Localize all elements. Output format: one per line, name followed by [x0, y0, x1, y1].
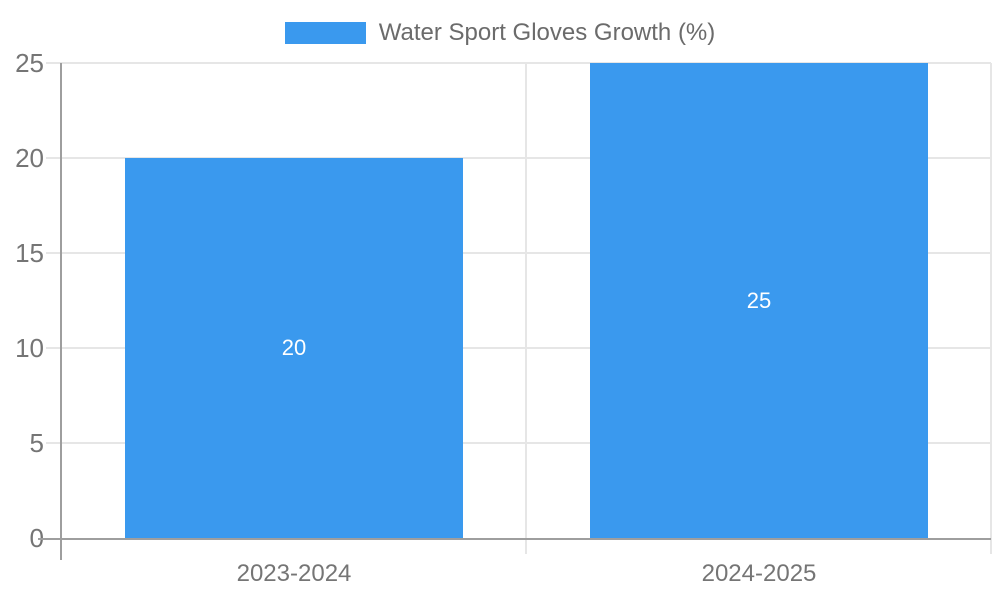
y-tick-label-15: 15	[15, 238, 44, 268]
x-tick-label-2023-2024: 2023-2024	[236, 560, 352, 587]
plot-right-border	[990, 63, 992, 554]
plot-area: 20 25	[46, 62, 992, 554]
x-axis-line	[38, 538, 991, 540]
y-tick-label-0: 0	[29, 523, 44, 553]
y-tick-label-10: 10	[15, 333, 44, 363]
gridline-y-10	[46, 347, 991, 349]
chart-legend: Water Sport Gloves Growth (%)	[0, 19, 1000, 47]
legend-item[interactable]: Water Sport Gloves Growth (%)	[284, 19, 716, 47]
y-axis-line	[60, 63, 62, 560]
bar-2024-2025[interactable]: 25	[590, 63, 928, 538]
y-tick-label-20: 20	[15, 143, 44, 173]
legend-color-swatch	[284, 22, 366, 44]
y-tick-label-25: 25	[15, 48, 44, 78]
legend-series-label: Water Sport Gloves Growth (%)	[378, 19, 716, 46]
y-axis-tick-labels: 0 5 10 15 20 25	[0, 48, 44, 553]
x-tick-label-2024-2025: 2024-2025	[701, 560, 817, 587]
gridline-y-25	[46, 62, 991, 64]
y-tick-label-5: 5	[29, 428, 44, 458]
bar-value-label: 20	[281, 335, 307, 360]
category-divider-tick	[525, 63, 527, 554]
gridline-y-5	[46, 442, 991, 444]
gridline-y-20	[46, 157, 991, 159]
bar-value-label: 25	[746, 288, 772, 313]
gridline-y-15	[46, 252, 991, 254]
bar-2023-2024[interactable]: 20	[125, 158, 463, 538]
